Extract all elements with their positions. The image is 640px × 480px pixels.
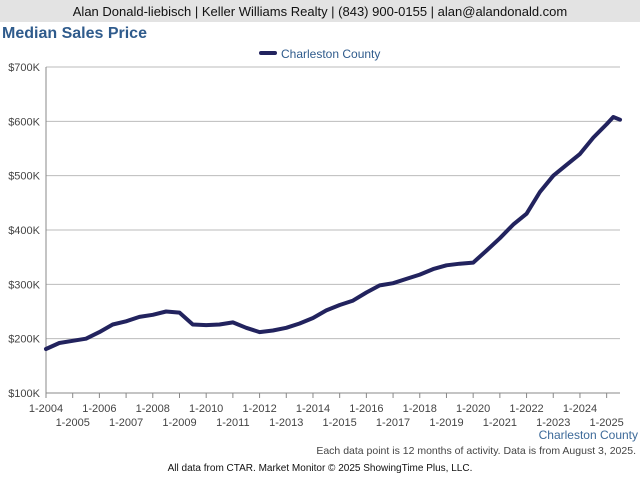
x-tick-label: 1-2006 (82, 403, 116, 415)
y-tick-label: $700K (8, 62, 40, 74)
median-price-line-chart: Charleston County $100K $200K $300K $400K $5… (8, 47, 638, 442)
data-point (298, 321, 302, 326)
data-point (84, 337, 88, 341)
x-tick-label: 1-2007 (109, 417, 143, 429)
data-point (591, 136, 595, 140)
data-point (484, 249, 489, 253)
legend-label: Charleston County (281, 47, 380, 61)
data-point (431, 267, 435, 271)
data-point (364, 290, 368, 295)
y-tick-label: $500K (8, 171, 40, 183)
x-tick-label: 1-2021 (483, 417, 517, 429)
data-point (605, 122, 609, 126)
x-tick-label: 1-2014 (296, 403, 330, 415)
x-tick-label: 1-2022 (509, 403, 543, 415)
data-point (538, 190, 542, 194)
y-tick-label: $300K (8, 279, 40, 291)
data-point (97, 330, 101, 334)
data-point (338, 303, 342, 307)
data-point (525, 212, 529, 216)
data-point (611, 115, 615, 119)
data-point (137, 315, 141, 319)
data-point (284, 326, 288, 330)
x-tick-label: 1-2013 (269, 417, 303, 429)
data-note: Each data point is 12 months of activity… (316, 445, 636, 457)
x-tick-label: 1-2008 (136, 403, 170, 415)
gridlines (46, 66, 620, 340)
data-point (458, 262, 462, 266)
data-point (177, 311, 182, 315)
data-point (217, 322, 222, 327)
data-point (404, 277, 408, 281)
x-tick-label: 1-2018 (403, 403, 437, 415)
area-label: Charleston County (539, 428, 638, 442)
data-source: All data from CTAR. Market Monitor © 202… (167, 463, 473, 474)
x-tick-label: 1-2009 (162, 417, 196, 429)
x-tick-label: 1-2011 (216, 417, 249, 429)
data-point (44, 347, 48, 351)
data-point (324, 308, 328, 312)
chart-title: Median Sales Price (2, 25, 147, 42)
x-tick-label: 1-2020 (456, 403, 490, 415)
contact-line: Alan Donald-liebisch | Keller Williams R… (72, 3, 568, 19)
x-tick-label: 1-2005 (56, 417, 90, 429)
x-tick-label: 1-2025 (590, 417, 624, 429)
data-point (258, 330, 262, 334)
data-point (71, 339, 75, 343)
data-point (578, 152, 582, 156)
data-point (565, 163, 569, 167)
data-point (391, 281, 395, 285)
data-point (231, 320, 235, 324)
chart-legend: Charleston County (259, 47, 380, 61)
data-point (618, 118, 622, 122)
x-tick-label: 1-2017 (376, 417, 410, 429)
data-point (111, 322, 115, 327)
x-tick-label: 1-2019 (429, 417, 463, 429)
data-point (57, 341, 61, 345)
data-point (271, 328, 275, 333)
data-point (164, 309, 168, 314)
data-point (244, 326, 248, 330)
data-point (551, 174, 555, 178)
y-tick-label: $200K (8, 334, 40, 346)
data-point (351, 299, 355, 303)
y-tick-label: $400K (8, 225, 40, 237)
y-tick-label: $100K (8, 388, 40, 400)
x-tick-label: 1-2015 (323, 417, 357, 429)
x-tick-label: 1-2023 (536, 417, 570, 429)
data-point (378, 283, 382, 287)
series-layer (44, 115, 622, 351)
data-point (204, 323, 208, 327)
data-point (498, 236, 502, 240)
x-tick-label: 1-2012 (242, 403, 276, 415)
data-point (191, 322, 195, 327)
series-line-charleston-county (44, 115, 622, 351)
data-point (511, 223, 515, 227)
x-tick-label: 1-2024 (563, 403, 597, 415)
data-point (444, 263, 449, 267)
data-point (471, 261, 475, 265)
axes: $100K $200K $300K $400K $500K $600K $700K 1-200… (8, 62, 624, 429)
data-point (151, 313, 155, 317)
data-point (311, 316, 315, 320)
x-tick-label: 1-2016 (349, 403, 383, 415)
data-point (418, 273, 422, 277)
contact-header-bar: Alan Donald-liebisch | Keller Williams R… (0, 0, 640, 22)
data-point (124, 319, 128, 323)
x-tick-label: 1-2004 (29, 403, 63, 415)
y-tick-label: $600K (8, 116, 40, 128)
x-tick-label: 1-2010 (189, 403, 223, 415)
